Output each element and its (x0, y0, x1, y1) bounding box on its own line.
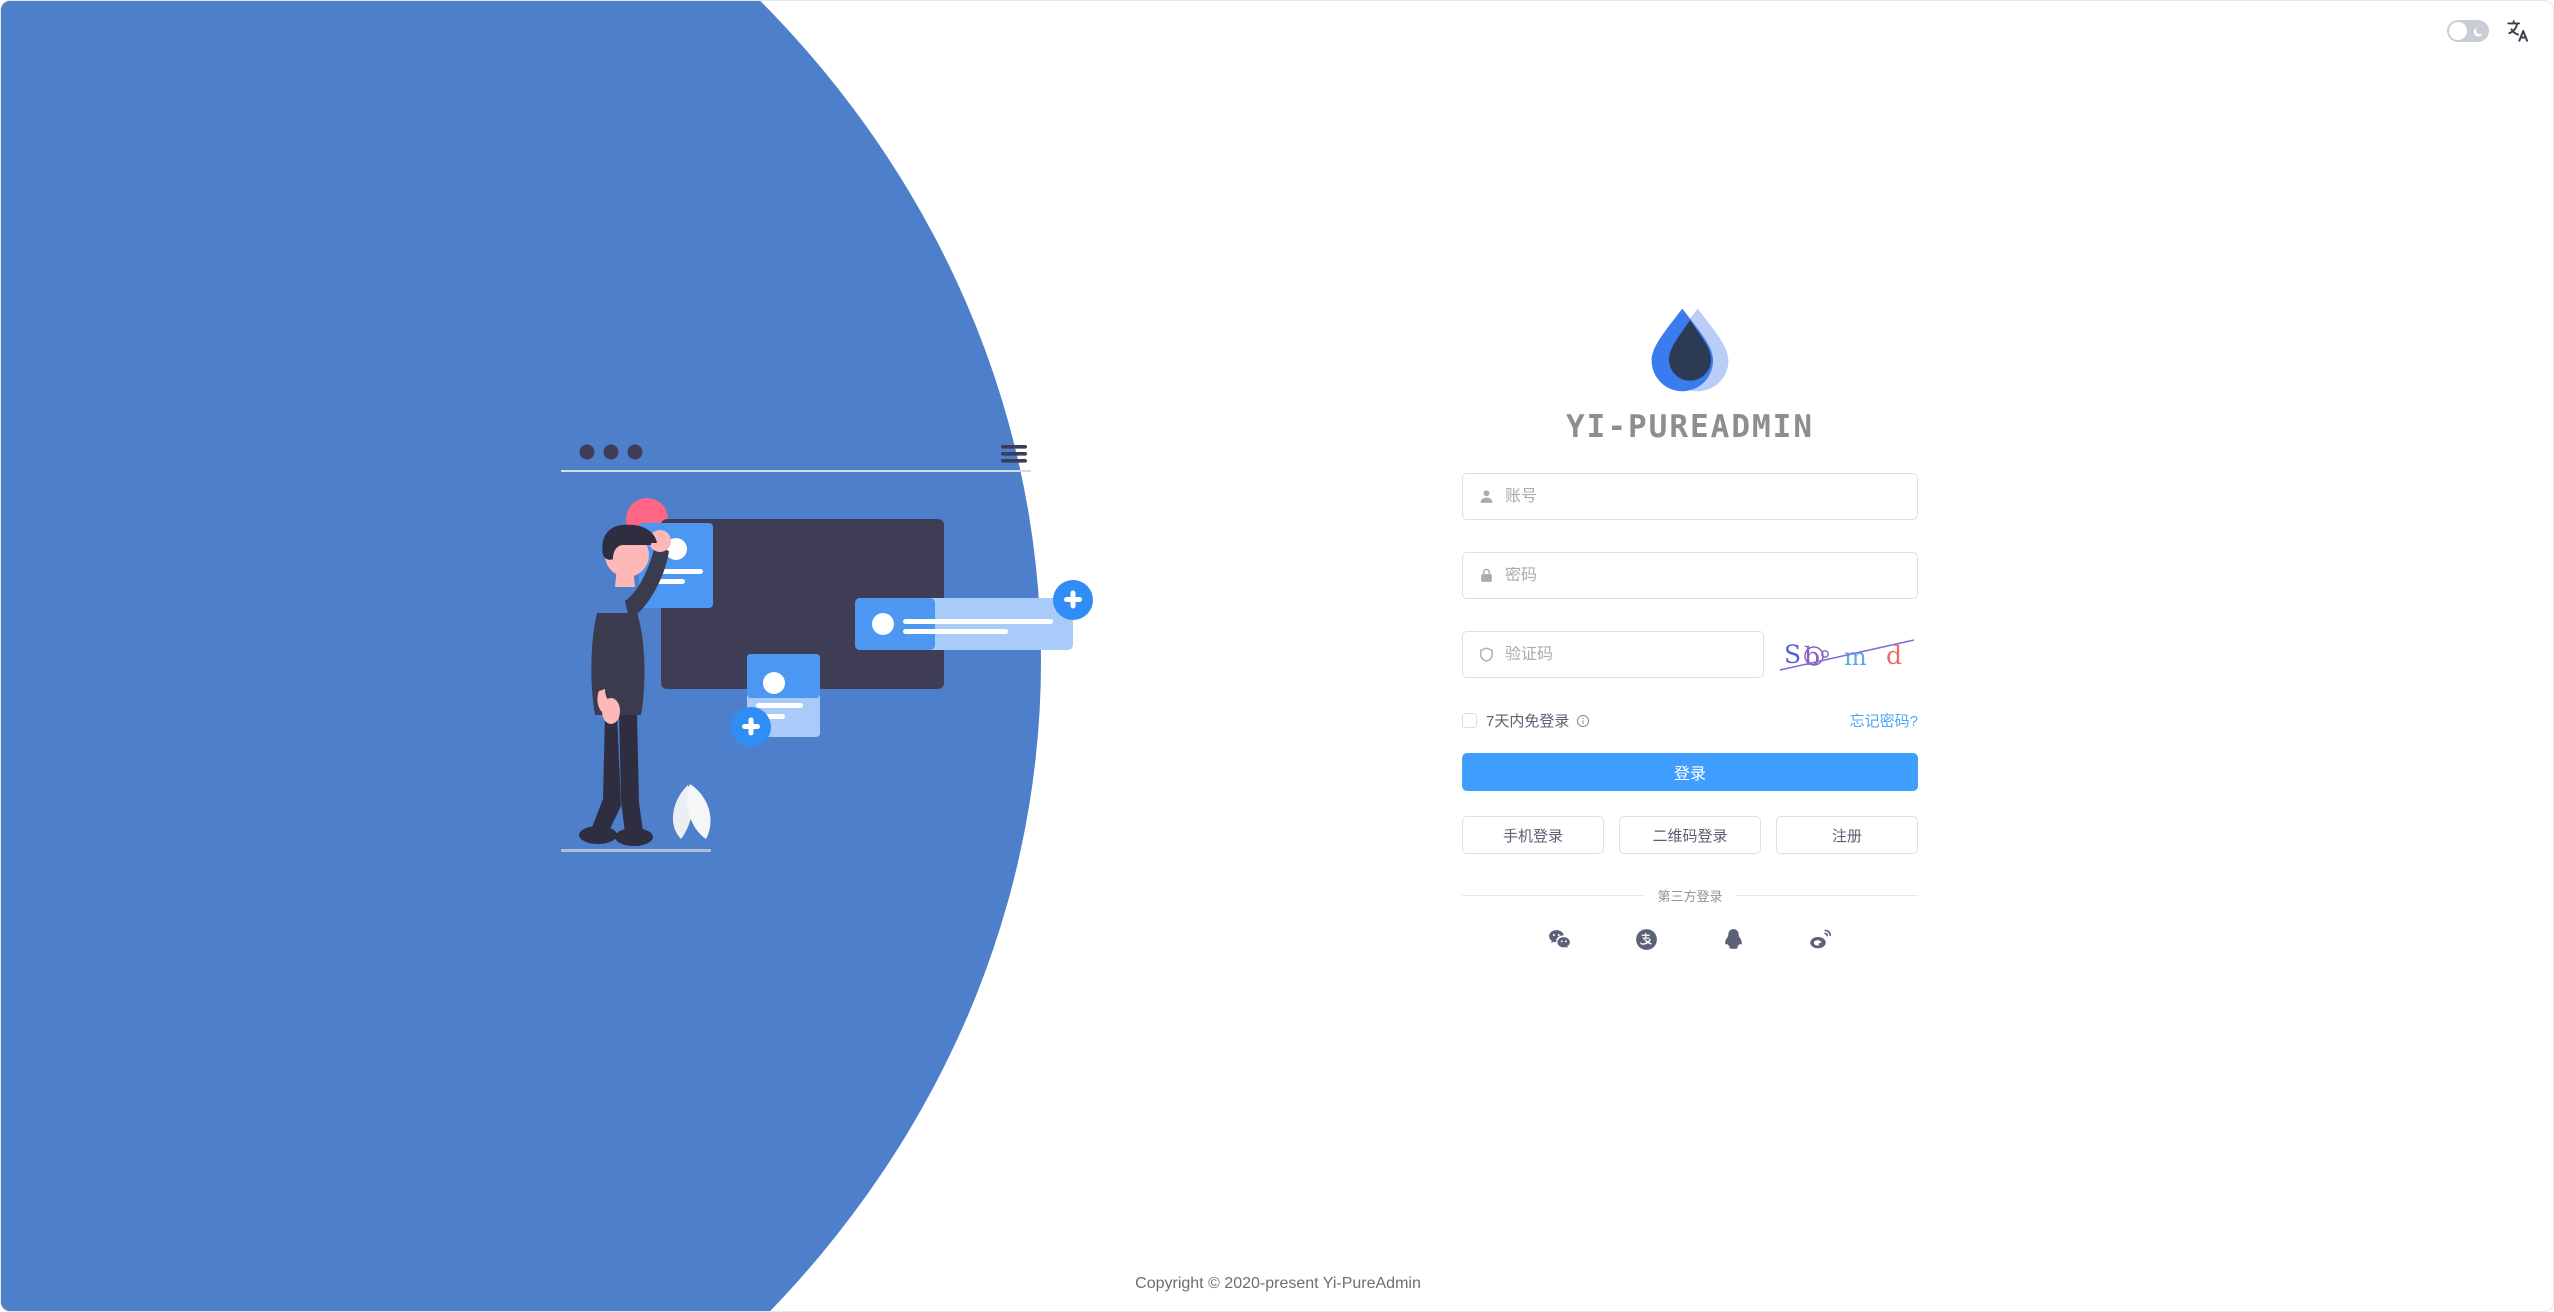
illustration-person (579, 524, 671, 846)
username-field[interactable] (1462, 473, 1918, 520)
translate-icon[interactable] (2505, 18, 2531, 44)
svg-text:m: m (1844, 643, 1867, 671)
weibo-icon[interactable] (1808, 927, 1833, 952)
password-input[interactable] (1505, 566, 1902, 585)
svg-text:d: d (1886, 641, 1902, 670)
third-party-icons (1462, 927, 1918, 952)
verify-code-input[interactable] (1505, 645, 1748, 664)
water-drop-logo (1642, 301, 1738, 397)
info-icon[interactable] (1576, 714, 1590, 728)
divider-label: 第三方登录 (1657, 889, 1723, 904)
username-input[interactable] (1505, 487, 1902, 506)
lock-icon (1478, 567, 1495, 584)
verify-code-row: S b m d (1462, 631, 1918, 678)
divider-line-left (1462, 895, 1644, 896)
third-party-divider: 第三方登录 (1462, 886, 1919, 905)
illustration-ground-line (561, 849, 711, 852)
moon-icon (2472, 25, 2484, 37)
alt-login-buttons: 手机登录 二维码登录 注册 (1462, 816, 1918, 854)
dark-mode-toggle[interactable] (2447, 20, 2489, 42)
login-illustration (561, 441, 1141, 861)
illustration-card-right (855, 580, 1093, 650)
svg-text:S: S (1784, 640, 1801, 669)
alipay-icon[interactable] (1634, 927, 1659, 952)
footer-copyright: Copyright © 2020-present Yi-PureAdmin (1135, 1275, 1421, 1292)
wechat-icon[interactable] (1547, 927, 1572, 952)
divider-line-right (1736, 895, 1919, 896)
verify-code-field[interactable] (1462, 631, 1764, 678)
remember-label: 7天内免登录 (1486, 713, 1570, 730)
captcha-image[interactable]: S b m d (1778, 632, 1918, 677)
shield-icon (1478, 646, 1495, 663)
phone-login-button[interactable]: 手机登录 (1462, 816, 1604, 854)
app-title: YI-PUREADMIN (1566, 409, 1814, 445)
illustration-plant (672, 784, 711, 839)
illustration-card-bottom (731, 654, 820, 747)
login-button[interactable]: 登录 (1462, 753, 1918, 791)
password-field[interactable] (1462, 552, 1918, 599)
qrcode-login-button[interactable]: 二维码登录 (1619, 816, 1761, 854)
register-button[interactable]: 注册 (1776, 816, 1918, 854)
qq-icon[interactable] (1721, 927, 1746, 952)
forgot-password-link[interactable]: 忘记密码? (1849, 713, 1918, 730)
options-row: 7天内免登录 忘记密码? (1462, 710, 1918, 731)
illustration-browser-bar (561, 444, 1031, 472)
remember-checkbox[interactable] (1462, 713, 1477, 728)
toggle-knob (2449, 22, 2467, 40)
remember-me[interactable]: 7天内免登录 (1462, 710, 1590, 731)
user-icon (1478, 488, 1495, 505)
svg-text:b: b (1804, 642, 1820, 671)
top-controls (2447, 18, 2531, 44)
login-panel: YI-PUREADMIN (1462, 301, 1919, 952)
